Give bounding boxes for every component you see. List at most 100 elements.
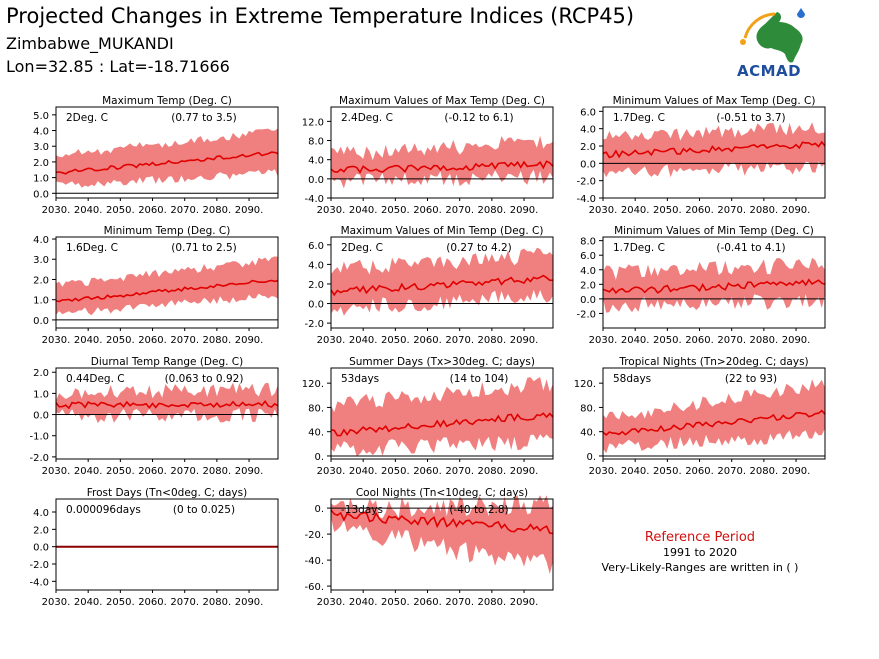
y-tick-label: 12.0 (302, 117, 324, 128)
x-tick-label: 2050. (653, 466, 682, 477)
x-tick-label: 2090. (510, 597, 539, 608)
x-tick-label: 2080. (478, 597, 507, 608)
y-tick-label: 4.0 (580, 266, 596, 277)
x-tick-label: 2070. (170, 335, 199, 346)
likely-range-band (56, 382, 278, 424)
x-tick-label: 2090. (235, 466, 264, 477)
y-tick-label: 4.0 (308, 260, 324, 271)
summary-value: 2Deg. C (66, 112, 108, 124)
y-tick-label: -2.0 (576, 309, 596, 320)
y-tick-label: -2.0 (304, 319, 324, 330)
y-tick-label: 1.0 (33, 174, 49, 185)
x-tick-label: 2030. (42, 205, 71, 216)
x-tick-label: 2040. (74, 335, 103, 346)
chart-title: Minimum Values of Min Temp (Deg. C) (614, 225, 814, 237)
x-tick-label: 2090. (510, 205, 539, 216)
y-tick-label: 120. (574, 379, 596, 390)
y-tick-label: 120. (302, 379, 324, 390)
chart-panel-2: -4.0 0.0 4.0 8.0 12.0 2030. 2040. 2050. 2060. 207… (302, 95, 554, 216)
median-line (602, 278, 826, 295)
x-tick-label: 2060. (685, 205, 714, 216)
x-tick-label: 2070. (170, 597, 199, 608)
x-tick-label: 2050. (106, 335, 135, 346)
likely-range-label: (0.063 to 0.92) (165, 373, 244, 385)
y-tick-label: 2.0 (580, 280, 596, 291)
y-tick-label: 0. (314, 452, 324, 463)
likely-range-band (603, 122, 825, 178)
x-tick-label: 2070. (717, 466, 746, 477)
y-tick-label: 4.0 (33, 127, 49, 138)
y-tick-label: 2.0 (33, 368, 49, 379)
y-tick-label: 2.0 (33, 525, 49, 536)
summary-value: 1.7Deg. C (613, 242, 665, 254)
median-line (330, 274, 554, 297)
likely-range-band (331, 377, 553, 457)
reference-title: Reference Period (644, 530, 756, 545)
location-name: Zimbabwe_MUKANDI (6, 34, 174, 53)
x-tick-label: 2040. (74, 205, 103, 216)
x-tick-label: 2040. (621, 335, 650, 346)
y-tick-label: -4.0 (576, 194, 596, 205)
x-tick-label: 2060. (685, 335, 714, 346)
x-tick-label: 2030. (42, 597, 71, 608)
y-tick-label: 40. (580, 428, 596, 439)
x-tick-label: 2040. (349, 597, 378, 608)
chart-title: Diurnal Temp Range (Deg. C) (91, 356, 243, 368)
likely-range-label: (-0.12 to 6.1) (444, 112, 513, 124)
chart-panel-7: -2.0 -1.0 0.0 1.0 2.0 2030. 2040. 2050. 2060. 207… (29, 356, 279, 477)
ranges-note: Very-Likely-Ranges are written in ( ) (601, 561, 799, 574)
x-tick-label: 2090. (235, 597, 264, 608)
x-tick-label: 2030. (317, 466, 346, 477)
chart-panel-3: -4.0 -2.0 0.0 2.0 4.0 6.0 2030. 2040. 2050. 2060.… (576, 95, 826, 216)
y-tick-label: 3.0 (33, 255, 49, 266)
median-line (330, 160, 554, 174)
y-tick-label: 80. (580, 403, 596, 414)
chart-panel-11: -60. -40. -20. 0. 2030. 2040. 2050. 2060. 2070. 2… (304, 487, 554, 608)
likely-range-band (331, 495, 553, 575)
y-tick-label: -20. (304, 530, 324, 541)
x-tick-label: 2080. (478, 205, 507, 216)
y-tick-label: -1.0 (29, 432, 49, 443)
likely-range-band (56, 256, 278, 316)
y-tick-label: -60. (304, 582, 324, 593)
y-tick-label: 6.0 (308, 241, 324, 252)
x-tick-label: 2030. (589, 335, 618, 346)
median-line (602, 409, 826, 436)
x-tick-label: 2040. (621, 466, 650, 477)
x-tick-label: 2040. (621, 205, 650, 216)
plot-frame (55, 106, 279, 199)
likely-range-band (603, 379, 825, 454)
x-tick-label: 2070. (170, 205, 199, 216)
reference-note: Reference Period 1991 to 2020 Very-Likel… (590, 530, 810, 575)
summary-value: 1.7Deg. C (613, 112, 665, 124)
x-tick-label: 2070. (445, 466, 474, 477)
y-tick-label: -4.0 (29, 577, 49, 588)
x-tick-label: 2030. (317, 597, 346, 608)
x-tick-label: 2040. (349, 335, 378, 346)
x-tick-label: 2060. (413, 597, 442, 608)
x-tick-label: 2040. (74, 466, 103, 477)
y-tick-label: 3.0 (33, 142, 49, 153)
y-tick-label: -2.0 (29, 560, 49, 571)
summary-value: 2.4Deg. C (341, 112, 393, 124)
chart-title: Cool Nights (Tn<10deg. C; days) (356, 487, 528, 499)
likely-range-label: (14 to 104) (450, 373, 509, 385)
y-tick-label: -4.0 (304, 194, 324, 205)
y-tick-label: -40. (304, 556, 324, 567)
y-tick-label: 6.0 (580, 107, 596, 118)
x-tick-label: 2050. (381, 205, 410, 216)
likely-range-label: (0.27 to 4.2) (446, 242, 512, 254)
chart-title: Maximum Temp (Deg. C) (102, 95, 232, 107)
median-line (55, 279, 279, 303)
x-tick-label: 2050. (653, 205, 682, 216)
x-tick-label: 2050. (106, 466, 135, 477)
x-tick-label: 2060. (138, 466, 167, 477)
y-tick-label: 8.0 (580, 237, 596, 248)
x-tick-label: 2070. (717, 205, 746, 216)
summary-value: 1.6Deg. C (66, 242, 118, 254)
x-tick-label: 2080. (478, 466, 507, 477)
likely-range-label: (22 to 93) (725, 373, 777, 385)
x-tick-label: 2060. (413, 335, 442, 346)
summary-value: 0.44Deg. C (66, 373, 125, 385)
